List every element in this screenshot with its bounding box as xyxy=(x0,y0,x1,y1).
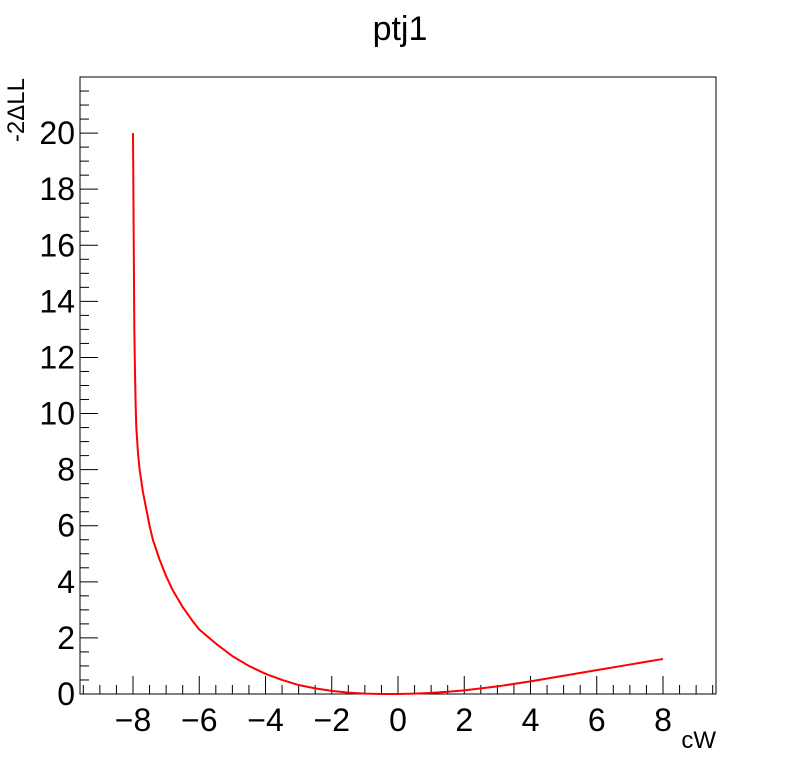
y-tick-label: 10 xyxy=(39,396,75,432)
y-tick-label: 6 xyxy=(57,508,75,544)
y-tick-label: 8 xyxy=(57,452,75,488)
series-layer xyxy=(132,133,664,695)
ticks xyxy=(80,76,714,695)
y-tick-label: 14 xyxy=(39,283,75,319)
x-axis-title: cW xyxy=(681,727,716,754)
x-tick-label: 4 xyxy=(522,702,540,738)
y-tick-label: 12 xyxy=(39,339,75,375)
x-tick-label: −2 xyxy=(314,702,350,738)
y-tick-label: 20 xyxy=(39,115,75,151)
y-tick-label: 18 xyxy=(39,171,75,207)
x-tick-label: 0 xyxy=(389,702,407,738)
tick-labels: −8 −6 −4 −2 0 2 4 6 8 0 2 4 6 8 10 12 14 16 18 20 xyxy=(39,115,671,738)
x-tick-label: −8 xyxy=(115,702,151,738)
x-tick-label: −6 xyxy=(181,702,217,738)
y-axis-title: -2ΔLL xyxy=(3,78,30,142)
chart-title: ptj1 xyxy=(373,10,428,48)
y-tick-label: 16 xyxy=(39,227,75,263)
series-line-1 xyxy=(132,133,664,695)
x-tick-label: 2 xyxy=(455,702,473,738)
x-tick-label: 8 xyxy=(654,702,672,738)
y-tick-label: 2 xyxy=(57,620,75,656)
x-tick-label: 6 xyxy=(588,702,606,738)
axes xyxy=(79,76,717,695)
y-tick-label: 4 xyxy=(57,564,75,600)
y-tick-label: 0 xyxy=(57,676,75,712)
x-tick-label: −4 xyxy=(247,702,283,738)
plot-frame xyxy=(79,76,717,695)
